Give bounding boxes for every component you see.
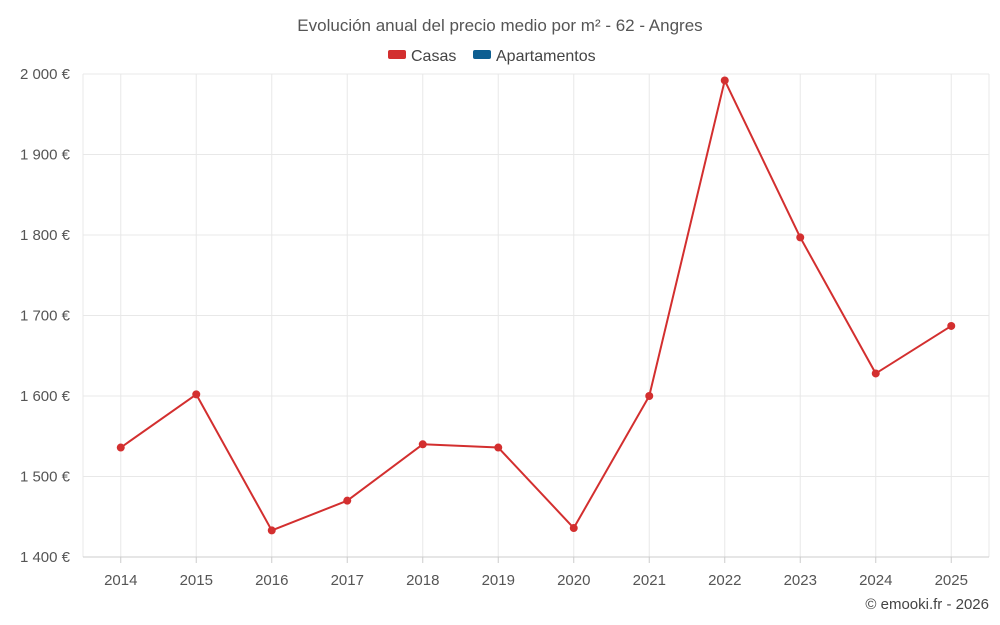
data-point-casas[interactable] [871, 369, 880, 378]
data-point-casas[interactable] [569, 524, 578, 533]
x-tick-label: 2022 [708, 572, 741, 589]
credit-text: © emooki.fr - 2026 [865, 596, 989, 613]
y-tick-label: 1 500 € [20, 469, 71, 486]
y-tick-label: 1 400 € [20, 549, 71, 566]
x-tick-label: 2025 [935, 572, 968, 589]
series-line-casas [120, 79, 952, 532]
x-tick-label: 2019 [482, 572, 515, 589]
data-point-casas[interactable] [947, 321, 956, 330]
legend-swatch-casas [388, 50, 406, 59]
x-tick-label: 2024 [859, 572, 892, 589]
x-tick-label: 2016 [255, 572, 288, 589]
data-point-casas[interactable] [494, 443, 503, 452]
x-tick-label: 2018 [406, 572, 439, 589]
data-point-casas[interactable] [720, 76, 729, 85]
legend-item-casas[interactable]: Casas [388, 48, 456, 65]
x-tick-label: 2017 [331, 572, 364, 589]
data-point-casas[interactable] [192, 390, 201, 399]
x-tick-label: 2020 [557, 572, 590, 589]
y-tick-label: 1 700 € [20, 308, 71, 325]
data-point-casas[interactable] [418, 440, 427, 449]
legend-swatch-apartamentos [473, 50, 491, 59]
legend-label-casas: Casas [411, 48, 456, 65]
data-point-casas[interactable] [267, 526, 276, 535]
x-tick-label: 2021 [633, 572, 666, 589]
legend-label-apartamentos: Apartamentos [496, 48, 596, 65]
y-tick-label: 1 800 € [20, 227, 71, 244]
x-tick-label: 2023 [784, 572, 817, 589]
y-tick-label: 1 600 € [20, 388, 71, 405]
legend: Casas Apartamentos [388, 48, 596, 65]
y-tick-label: 2 000 € [20, 66, 71, 83]
data-point-casas[interactable] [116, 443, 125, 452]
data-point-casas[interactable] [343, 496, 352, 505]
y-tick-label: 1 900 € [20, 147, 71, 164]
data-point-casas[interactable] [645, 392, 654, 400]
x-tick-label: 2015 [180, 572, 213, 589]
x-tick-label: 2014 [104, 572, 137, 589]
chart-title: Evolución anual del precio medio por m² … [297, 16, 702, 35]
grid [82, 73, 990, 558]
legend-item-apartamentos[interactable]: Apartamentos [473, 48, 596, 65]
series-layer [116, 76, 956, 535]
data-point-casas[interactable] [796, 233, 805, 242]
axes: 1 400 € 1 500 € 1 600 € 1 700 € 1 800 € 1 900… [20, 66, 989, 589]
